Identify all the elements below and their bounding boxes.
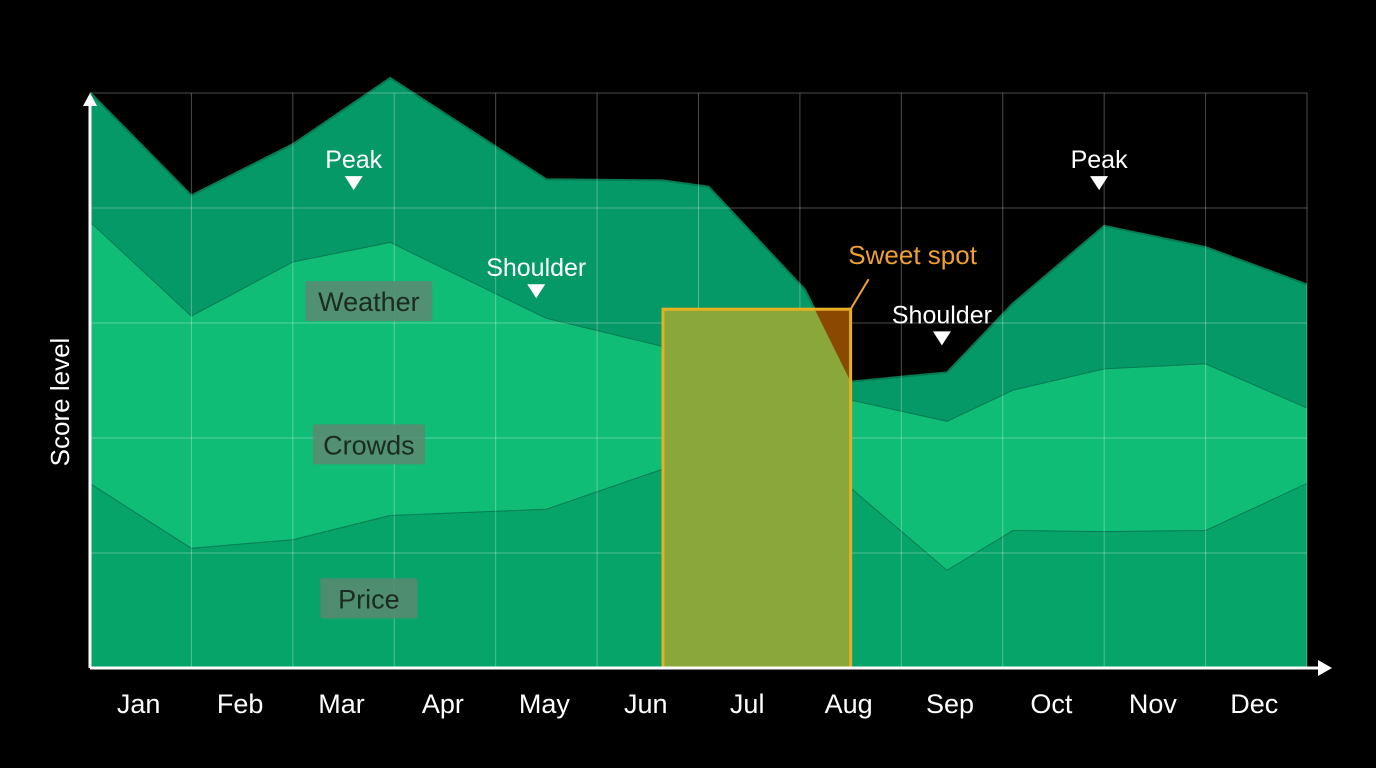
x-tick-label: May (519, 689, 571, 719)
annotation-shoulder: Shoulder (892, 301, 992, 346)
annotations: Peak Shoulder Shoulder Peak (325, 146, 1128, 346)
series-label-box (320, 578, 418, 619)
sweet-spot-highlight: Sweet spot (661, 240, 978, 670)
annotation-marker (1090, 176, 1109, 191)
series-label-box (312, 424, 425, 465)
x-tick-label: Nov (1129, 689, 1178, 719)
annotation-peak: Peak (325, 146, 383, 191)
series-label-text: Price (338, 584, 400, 614)
x-tick-label: Jul (730, 689, 765, 719)
annotation-marker (527, 284, 546, 299)
y-axis-label: Score level (45, 338, 75, 467)
series-label-text: Crowds (323, 430, 415, 460)
x-tick-label: Jan (117, 689, 161, 719)
series-label-weather: Weather (305, 281, 433, 322)
annotation-label: Shoulder (892, 301, 992, 329)
series-label-crowds: Crowds (312, 424, 425, 465)
sweet-spot-label: Sweet spot (848, 240, 977, 270)
sweet-spot-fill (663, 309, 851, 668)
x-axis-arrow (1318, 660, 1332, 676)
x-tick-label: Jun (624, 689, 668, 719)
series-labels: Weather Crowds Price (305, 281, 433, 619)
area-edge-weather (89, 76, 1308, 383)
annotation-shoulder: Shoulder (486, 254, 586, 299)
y-axis-arrow (83, 93, 97, 106)
annotation-label: Peak (1071, 146, 1128, 174)
x-tick-label: Oct (1030, 689, 1073, 719)
x-tick-label: Dec (1230, 689, 1278, 719)
series-label-price: Price (320, 578, 418, 619)
axes (83, 93, 1332, 676)
annotation-label: Shoulder (486, 254, 586, 282)
series-label-box (305, 281, 433, 322)
annotation-peak: Peak (1071, 146, 1128, 191)
area-weather (90, 78, 1307, 421)
sweet-spot-leader (849, 278, 870, 310)
x-tick-label: Feb (217, 689, 264, 719)
x-tick-label: Aug (825, 689, 873, 719)
x-tick-label: Sep (926, 689, 974, 719)
annotation-marker (932, 331, 951, 346)
series-label-text: Weather (318, 287, 420, 317)
annotation-label: Peak (325, 146, 382, 174)
x-tick-label: Mar (318, 689, 365, 719)
x-tick-label: Apr (422, 689, 464, 719)
annotation-marker (344, 176, 363, 191)
x-tick-labels: Jan Feb Mar Apr May Jun Jul Aug Sep Oct Nov Dec (117, 689, 1278, 719)
